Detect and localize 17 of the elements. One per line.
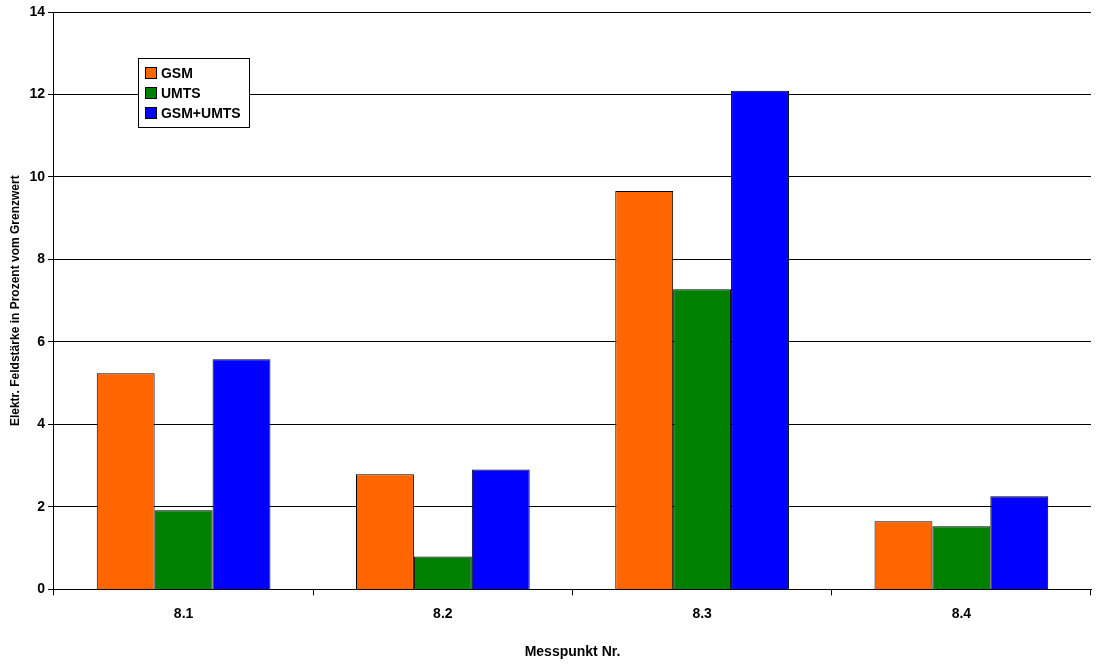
y-tick-label: 2	[37, 497, 46, 514]
x-tick-label: 8.4	[951, 604, 972, 621]
y-tick-label: 10	[29, 167, 46, 184]
y-tick-label: 6	[37, 332, 46, 349]
x-tick-label: 8.2	[433, 604, 453, 621]
y-tick-label: 4	[37, 415, 46, 432]
x-tick-label: 8.3	[692, 604, 713, 621]
y-tick-label: 12	[29, 85, 46, 102]
y-tick-label: 8	[37, 250, 46, 267]
x-axis-title: Messpunkt Nr.	[524, 643, 621, 660]
y-tick-label: 0	[37, 580, 46, 597]
y-axis-title: Elektr. Feldstärke in Prozent vom Grenzwert	[7, 175, 22, 427]
legend-label: GSM+UMTS	[160, 105, 241, 121]
legend-label: UMTS	[160, 85, 201, 101]
y-tick-label: 14	[29, 2, 46, 19]
legend-label: GSM	[160, 65, 193, 81]
x-tick-label: 8.1	[173, 604, 194, 621]
